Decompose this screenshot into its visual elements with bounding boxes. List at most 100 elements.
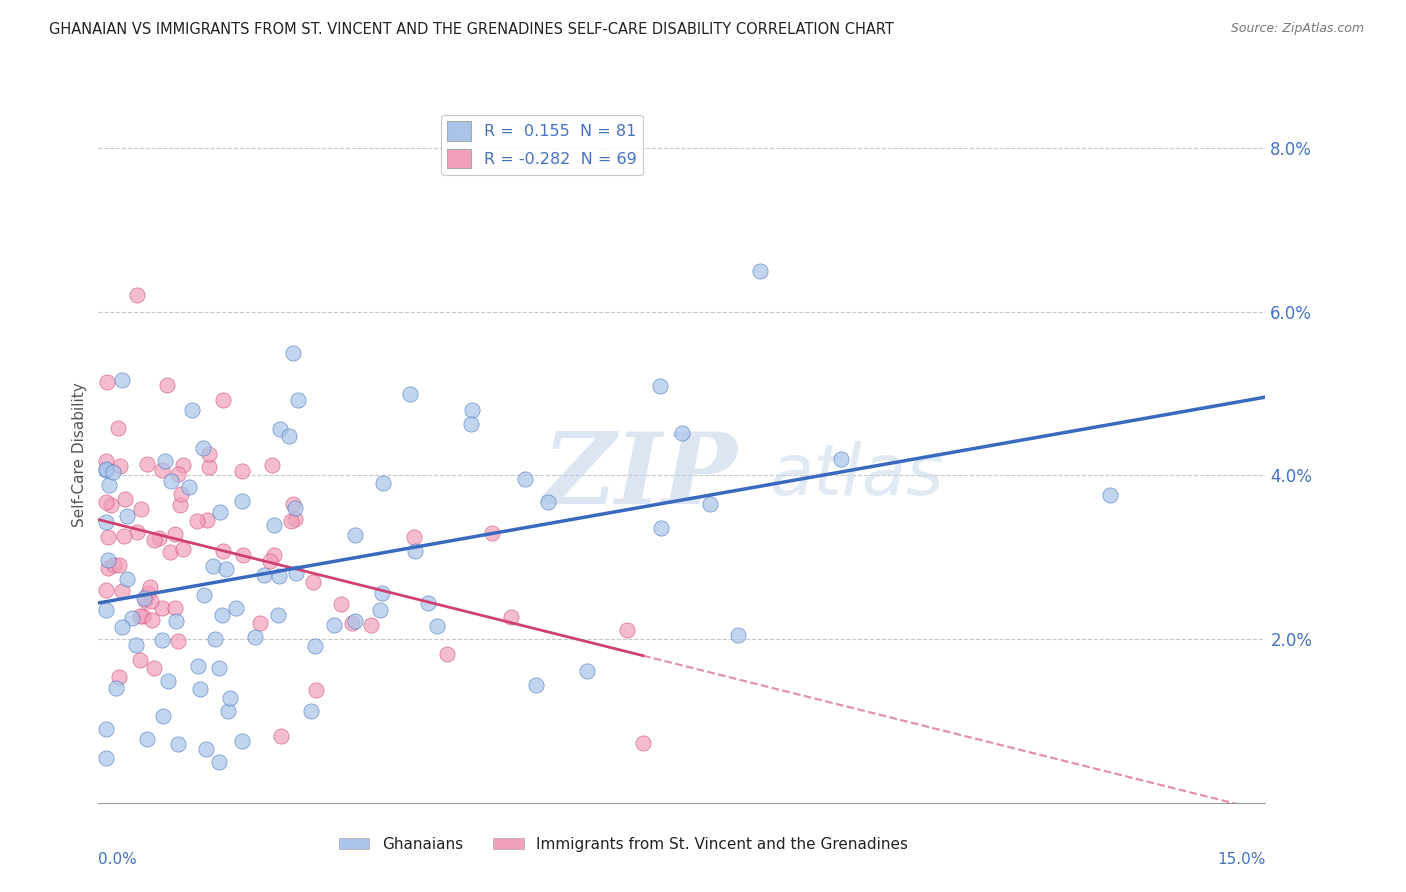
Point (96, 603, 118, 617)
Point (284, 566, 307, 581)
Point (329, 598, 352, 612)
Point (344, 614, 367, 628)
Point (111, 620, 134, 634)
Point (287, 393, 309, 408)
Point (263, 517, 285, 532)
Point (537, 495, 560, 509)
Point (243, 630, 266, 644)
Text: GHANAIAN VS IMMIGRANTS FROM ST. VINCENT AND THE GRENADINES SELF-CARE DISABILITY : GHANAIAN VS IMMIGRANTS FROM ST. VINCENT … (49, 22, 894, 37)
Text: atlas: atlas (769, 442, 943, 510)
Point (96, 462, 118, 476)
Point (616, 623, 638, 637)
Point (172, 458, 194, 472)
Point (125, 639, 148, 653)
Point (170, 486, 193, 500)
Point (214, 562, 236, 576)
Point (112, 529, 135, 543)
Point (136, 586, 159, 600)
Point (267, 608, 290, 623)
Point (97, 561, 120, 575)
Point (343, 528, 366, 542)
Point (249, 615, 271, 630)
Point (231, 464, 253, 478)
Point (152, 709, 174, 723)
Point (217, 704, 239, 718)
Point (671, 426, 693, 441)
Point (96, 582, 118, 597)
Point (699, 497, 721, 511)
Point (194, 741, 217, 756)
Point (481, 525, 503, 540)
Point (107, 558, 129, 573)
Point (283, 497, 305, 511)
Point (96, 375, 118, 389)
Point (232, 549, 254, 563)
Point (513, 472, 536, 486)
Point (360, 618, 382, 632)
Point (371, 586, 394, 600)
Point (284, 512, 307, 526)
Point (284, 501, 307, 516)
Point (96, 462, 118, 476)
Point (136, 731, 159, 746)
Text: ZIP: ZIP (541, 427, 737, 524)
Point (132, 591, 155, 605)
Point (426, 619, 449, 633)
Point (97, 530, 120, 544)
Point (225, 601, 247, 615)
Point (115, 508, 138, 523)
Point (416, 596, 439, 610)
Point (167, 634, 190, 648)
Point (1098, 488, 1121, 502)
Y-axis label: Self-Care Disability: Self-Care Disability (72, 383, 87, 527)
Point (114, 491, 136, 506)
Point (169, 498, 191, 512)
Point (340, 615, 363, 630)
Point (193, 588, 215, 602)
Point (281, 345, 304, 359)
Point (197, 513, 219, 527)
Point (278, 429, 301, 443)
Point (260, 458, 283, 472)
Point (125, 525, 148, 540)
Point (139, 580, 162, 594)
Point (110, 458, 132, 473)
Point (100, 498, 122, 512)
Point (129, 609, 152, 624)
Point (128, 653, 150, 667)
Point (253, 568, 276, 582)
Point (104, 681, 127, 695)
Point (103, 558, 125, 572)
Point (209, 505, 232, 519)
Point (211, 544, 233, 558)
Point (148, 531, 170, 545)
Point (115, 572, 138, 586)
Point (212, 392, 235, 407)
Point (153, 454, 176, 468)
Point (404, 544, 426, 558)
Point (166, 737, 188, 751)
Point (98, 477, 121, 491)
Point (159, 545, 181, 559)
Point (299, 704, 322, 718)
Point (129, 502, 152, 516)
Point (201, 559, 224, 574)
Point (231, 494, 253, 508)
Point (96, 454, 118, 468)
Point (727, 628, 749, 642)
Point (204, 632, 226, 647)
Point (269, 569, 291, 583)
Point (631, 736, 654, 750)
Point (134, 592, 156, 607)
Point (368, 603, 391, 617)
Point (108, 670, 131, 684)
Point (188, 681, 211, 696)
Point (139, 593, 162, 607)
Point (748, 264, 770, 278)
Point (165, 614, 187, 628)
Point (187, 659, 209, 673)
Point (107, 421, 129, 435)
Point (648, 379, 671, 393)
Point (269, 422, 291, 436)
Point (141, 613, 163, 627)
